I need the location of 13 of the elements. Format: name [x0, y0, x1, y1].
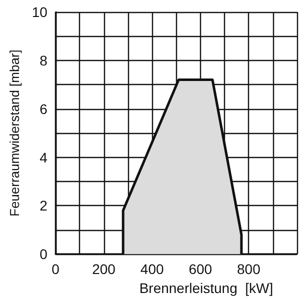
x-axis-title: Brennerleistung [kW]	[139, 280, 274, 296]
x-tick-label: 400	[140, 261, 164, 278]
y-tick-label: 6	[40, 100, 48, 117]
y-tick-label: 8	[40, 52, 48, 68]
x-tick-label: 200	[92, 261, 116, 278]
y-axis-title: Feuerraumwiderstand [mbar]	[7, 50, 22, 217]
y-tick-label: 10	[32, 4, 48, 20]
x-tick-label: 800	[237, 261, 261, 278]
y-tick-label: 4	[40, 149, 48, 166]
y-tick-label: 0	[40, 246, 48, 262]
x-tick-label: 0	[52, 261, 60, 278]
x-tick-label: 600	[188, 261, 212, 278]
y-tick-label: 2	[40, 198, 48, 214]
